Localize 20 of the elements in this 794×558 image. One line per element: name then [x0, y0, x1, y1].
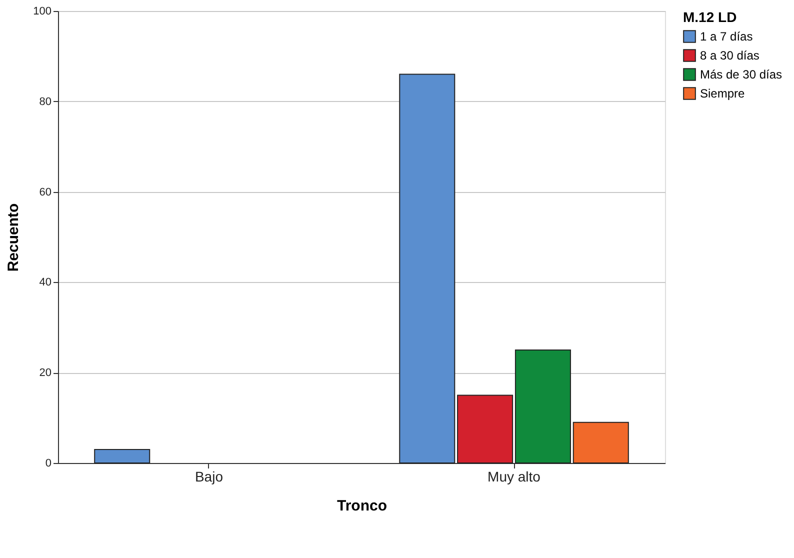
bar [572, 422, 629, 464]
bar [457, 394, 514, 464]
y-tick-label: 20 [39, 367, 52, 380]
y-tick-label: 40 [39, 276, 52, 289]
legend-label: Más de 30 días [700, 68, 782, 82]
y-tick-label: 80 [39, 96, 52, 108]
legend-label: Siempre [700, 86, 746, 100]
x-tick-label: Muy alto [488, 468, 541, 484]
bar [399, 74, 456, 464]
bar [514, 350, 571, 464]
y-tick-label: 100 [33, 6, 52, 18]
legend-label: 1 a 7 días [700, 30, 753, 44]
y-tick-label: 0 [45, 458, 52, 470]
y-axis-title: Recuento [5, 203, 22, 272]
y-tick-label: 60 [39, 186, 52, 198]
x-axis-title: Tronco [336, 498, 388, 514]
legend-label: 8 a 30 días [700, 48, 760, 62]
x-tick-label: Bajo [194, 468, 224, 484]
legend-title: M.12 LD [683, 9, 737, 25]
bar [94, 448, 150, 464]
